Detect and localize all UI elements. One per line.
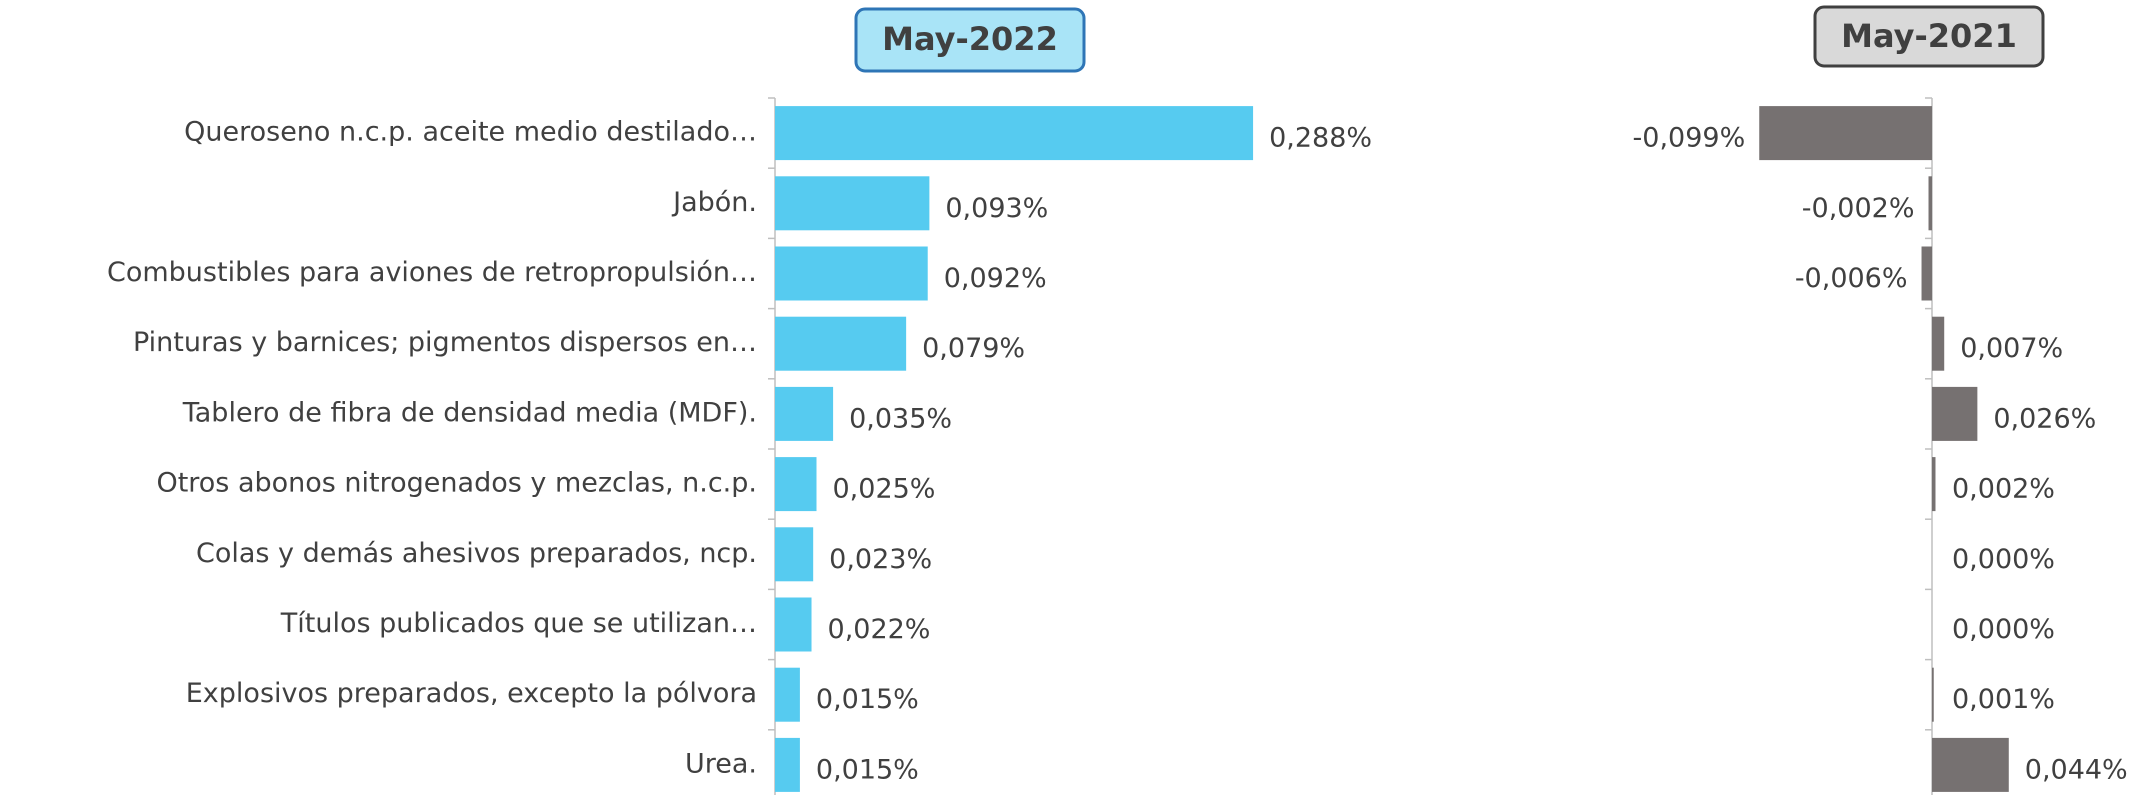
bar bbox=[775, 527, 814, 582]
value-label: 0,025% bbox=[833, 474, 936, 505]
category-label: Queroseno n.c.p. aceite medio destilado… bbox=[184, 117, 757, 148]
chart-title: May-2021 bbox=[1841, 17, 2017, 55]
value-label: 0,002% bbox=[1952, 474, 2055, 505]
bar bbox=[1759, 106, 1932, 161]
bar bbox=[775, 386, 834, 441]
bar bbox=[1932, 737, 2009, 792]
chart-title: May-2022 bbox=[882, 20, 1058, 58]
value-label: 0,023% bbox=[829, 544, 932, 575]
category-label: Títulos publicados que se utilizan… bbox=[280, 608, 757, 639]
value-label: -0,002% bbox=[1802, 193, 1915, 224]
category-label: Jabón. bbox=[671, 187, 757, 218]
bar bbox=[1921, 246, 1932, 301]
value-label: 0,288% bbox=[1269, 123, 1372, 154]
value-label: 0,092% bbox=[944, 263, 1047, 294]
bar bbox=[1932, 386, 1978, 441]
bar bbox=[1928, 176, 1932, 231]
value-label: 0,026% bbox=[1993, 403, 2096, 434]
bar bbox=[775, 597, 812, 652]
value-label: 0,000% bbox=[1952, 614, 2055, 645]
value-label: 0,079% bbox=[922, 333, 1025, 364]
category-label: Colas y demás ahesivos preparados, ncp. bbox=[196, 538, 757, 569]
bar bbox=[1932, 316, 1945, 371]
category-label: Combustibles para aviones de retropropul… bbox=[107, 257, 757, 288]
value-label: 0,093% bbox=[945, 193, 1048, 224]
value-label: 0,044% bbox=[2025, 754, 2128, 785]
bar bbox=[775, 246, 928, 301]
value-label: -0,099% bbox=[1633, 123, 1746, 154]
bar bbox=[1932, 667, 1934, 722]
value-label: 0,007% bbox=[1960, 333, 2063, 364]
value-label: 0,035% bbox=[849, 403, 952, 434]
bar bbox=[775, 667, 800, 722]
bar bbox=[775, 457, 817, 512]
category-label: Tablero de fibra de densidad media (MDF)… bbox=[182, 397, 757, 428]
title-box bbox=[1813, 5, 2045, 68]
value-label: -0,006% bbox=[1795, 263, 1908, 294]
value-label: 0,022% bbox=[828, 614, 931, 645]
value-label: 0,001% bbox=[1952, 684, 2055, 715]
category-label: Explosivos preparados, excepto la pólvor… bbox=[186, 678, 757, 709]
category-label: Otros abonos nitrogenados y mezclas, n.c… bbox=[156, 468, 757, 499]
bar bbox=[1932, 457, 1936, 512]
bar bbox=[775, 106, 1254, 161]
value-label: 0,015% bbox=[816, 684, 919, 715]
bar bbox=[775, 316, 907, 371]
value-label: 0,015% bbox=[816, 754, 919, 785]
bar bbox=[775, 176, 930, 231]
title-box bbox=[854, 7, 1086, 73]
category-label: Urea. bbox=[685, 748, 757, 779]
category-label: Pinturas y barnices; pigmentos dispersos… bbox=[133, 327, 757, 358]
value-label: 0,000% bbox=[1952, 544, 2055, 575]
bar bbox=[775, 737, 800, 792]
